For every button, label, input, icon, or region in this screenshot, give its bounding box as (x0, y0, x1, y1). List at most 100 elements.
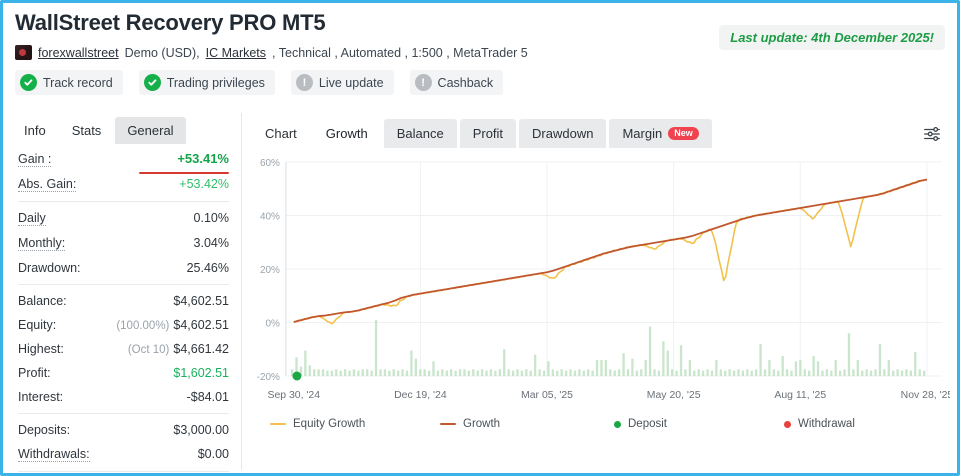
chart-markers (292, 371, 302, 381)
stat-value: $4,602.51 (173, 294, 229, 308)
growth-line (293, 178, 928, 323)
svg-text:Aug 11, '25: Aug 11, '25 (774, 390, 826, 401)
divider (18, 413, 229, 414)
stat-label: Monthly: (18, 236, 66, 251)
header: WallStreet Recovery PRO MT5 forexwallstr… (3, 3, 957, 95)
broker-link[interactable]: IC Markets (205, 45, 267, 60)
sliders-icon[interactable] (922, 124, 942, 144)
stat-row-deposits: Deposits: $3,000.00 (18, 418, 229, 442)
legend-dot-icon (784, 420, 791, 428)
growth-chart[interactable]: -20% 0% 20% 40% 60% Sep 30, '24 Dec 19, '24 Ma… (242, 148, 957, 470)
chart-tabs: Chart Growth Balance Profit Drawdown Mar… (242, 113, 957, 148)
stat-label: Gain : (18, 152, 52, 167)
stat-value: $4,661.42 (173, 342, 229, 356)
stat-value: 0.10% (193, 211, 229, 225)
stat-value: $4,602.51 (173, 318, 229, 332)
stat-value: +53.41% (177, 151, 229, 166)
stat-label: Daily (18, 211, 46, 226)
stat-label: Interest: (18, 390, 64, 404)
svg-text:20%: 20% (260, 265, 280, 276)
status-badge-cashback[interactable]: ! Cashback (409, 70, 504, 95)
account-name-link[interactable]: forexwallstreet (38, 45, 119, 60)
stat-value-group: (Oct 10) $4,661.42 (128, 342, 229, 356)
highest-date: (Oct 10) (127, 344, 170, 356)
tab-profit[interactable]: Profit (459, 119, 517, 148)
stat-value: +53.42% (179, 177, 229, 191)
stat-value-group: (100.00%) $4,602.51 (116, 318, 229, 332)
tab-chart[interactable]: Chart (265, 126, 297, 141)
tab-general[interactable]: General (115, 117, 186, 144)
stat-label: Drawdown: (18, 261, 81, 275)
content-area: Info Stats General Gain : +53.41% Abs. G… (6, 113, 957, 472)
account-meta: forexwallstreet Demo (USD), IC Markets ,… (15, 45, 945, 60)
svg-text:Dec 19, '24: Dec 19, '24 (394, 390, 447, 401)
chart-bars (290, 319, 926, 376)
status-badge-label: Track record (43, 75, 113, 90)
svg-text:May 20, '25: May 20, '25 (647, 390, 701, 401)
legend-item-withdrawal[interactable]: Withdrawal (780, 418, 950, 430)
legend-item-growth[interactable]: Growth (440, 418, 610, 430)
stat-row-abs-gain: Abs. Gain: +53.42% (18, 172, 229, 197)
legend-item-deposit[interactable]: Deposit (610, 418, 780, 430)
divider (18, 201, 229, 202)
stat-row-balance: Balance: $4,602.51 (18, 289, 229, 313)
stats-list: Gain : +53.41% Abs. Gain: +53.42% Daily … (6, 144, 241, 473)
check-circle-icon (20, 74, 37, 91)
stat-row-equity: Equity: (100.00%) $4,602.51 (18, 313, 229, 337)
stat-label: Balance: (18, 294, 67, 308)
chart-panel: Chart Growth Balance Profit Drawdown Mar… (242, 113, 957, 470)
stat-label: Deposits: (18, 423, 71, 437)
stat-row-interest: Interest: -$84.01 (18, 385, 229, 409)
status-badge-label: Live update (318, 75, 384, 90)
legend-label: Growth (463, 418, 501, 430)
legend-line-icon (440, 423, 456, 425)
info-circle-icon: ! (295, 74, 313, 91)
svg-text:60%: 60% (260, 158, 280, 169)
stat-label: Profit: (18, 366, 51, 380)
divider (18, 471, 229, 472)
stat-row-highest: Highest: (Oct 10) $4,661.42 (18, 337, 229, 361)
account-type: Demo (USD), (124, 45, 200, 60)
stat-value: 3.04% (193, 236, 229, 250)
stat-label: Equity: (18, 318, 57, 332)
tab-growth[interactable]: Growth (312, 119, 381, 148)
status-badge-label: Trading privileges (166, 75, 265, 90)
status-badge-trading-privileges[interactable]: Trading privileges (138, 70, 275, 95)
tab-info[interactable]: Info (24, 123, 46, 138)
status-badge-live-update[interactable]: ! Live update (290, 70, 394, 95)
status-badge-track-record[interactable]: Track record (15, 70, 123, 95)
stats-tabs: Info Stats General (6, 113, 241, 144)
stat-value: $1,602.51 (173, 366, 229, 380)
legend-label: Withdrawal (798, 418, 855, 430)
tab-margin-label: Margin (622, 126, 663, 141)
chart-y-axis-labels: -20% 0% 20% 40% 60% (257, 158, 280, 383)
stat-row-drawdown: Drawdown: 25.46% (18, 256, 229, 280)
legend-item-equity-growth[interactable]: Equity Growth (270, 418, 440, 430)
stat-row-gain: Gain : +53.41% (18, 146, 229, 174)
tab-margin[interactable]: Margin New (609, 119, 712, 148)
tab-stats[interactable]: Stats (71, 123, 102, 138)
stat-label: Abs. Gain: (18, 177, 77, 192)
status-badges: Track record Trading privileges ! Live u… (15, 70, 945, 95)
stat-row-withdrawals: Withdrawals: $0.00 (18, 442, 229, 467)
equity-percent: (100.00%) (116, 320, 170, 332)
stats-panel: Info Stats General Gain : +53.41% Abs. G… (6, 113, 242, 472)
stat-value: -$84.01 (186, 390, 229, 404)
legend-dot-icon (614, 420, 621, 428)
chart-legend: Equity Growth Growth Deposit Withdrawal (246, 412, 950, 430)
chart-x-axis-labels: Sep 30, '24 Dec 19, '24 Mar 05, '25 May 20,… (267, 390, 950, 401)
info-circle-icon: ! (414, 74, 432, 91)
tab-drawdown[interactable]: Drawdown (519, 119, 607, 148)
svg-text:Nov 28, '25: Nov 28, '25 (901, 390, 950, 401)
tab-balance[interactable]: Balance (383, 119, 457, 148)
svg-text:-20%: -20% (257, 372, 280, 383)
check-circle-icon (143, 74, 161, 91)
stat-label: Highest: (18, 342, 64, 356)
stat-row-daily: Daily 0.10% (18, 206, 229, 231)
svg-text:Mar 05, '25: Mar 05, '25 (521, 390, 573, 401)
stat-row-profit: Profit: $1,602.51 (18, 361, 229, 385)
stat-value: $3,000.00 (173, 423, 229, 437)
legend-label: Equity Growth (293, 418, 366, 430)
stat-label: Withdrawals: (18, 447, 90, 462)
